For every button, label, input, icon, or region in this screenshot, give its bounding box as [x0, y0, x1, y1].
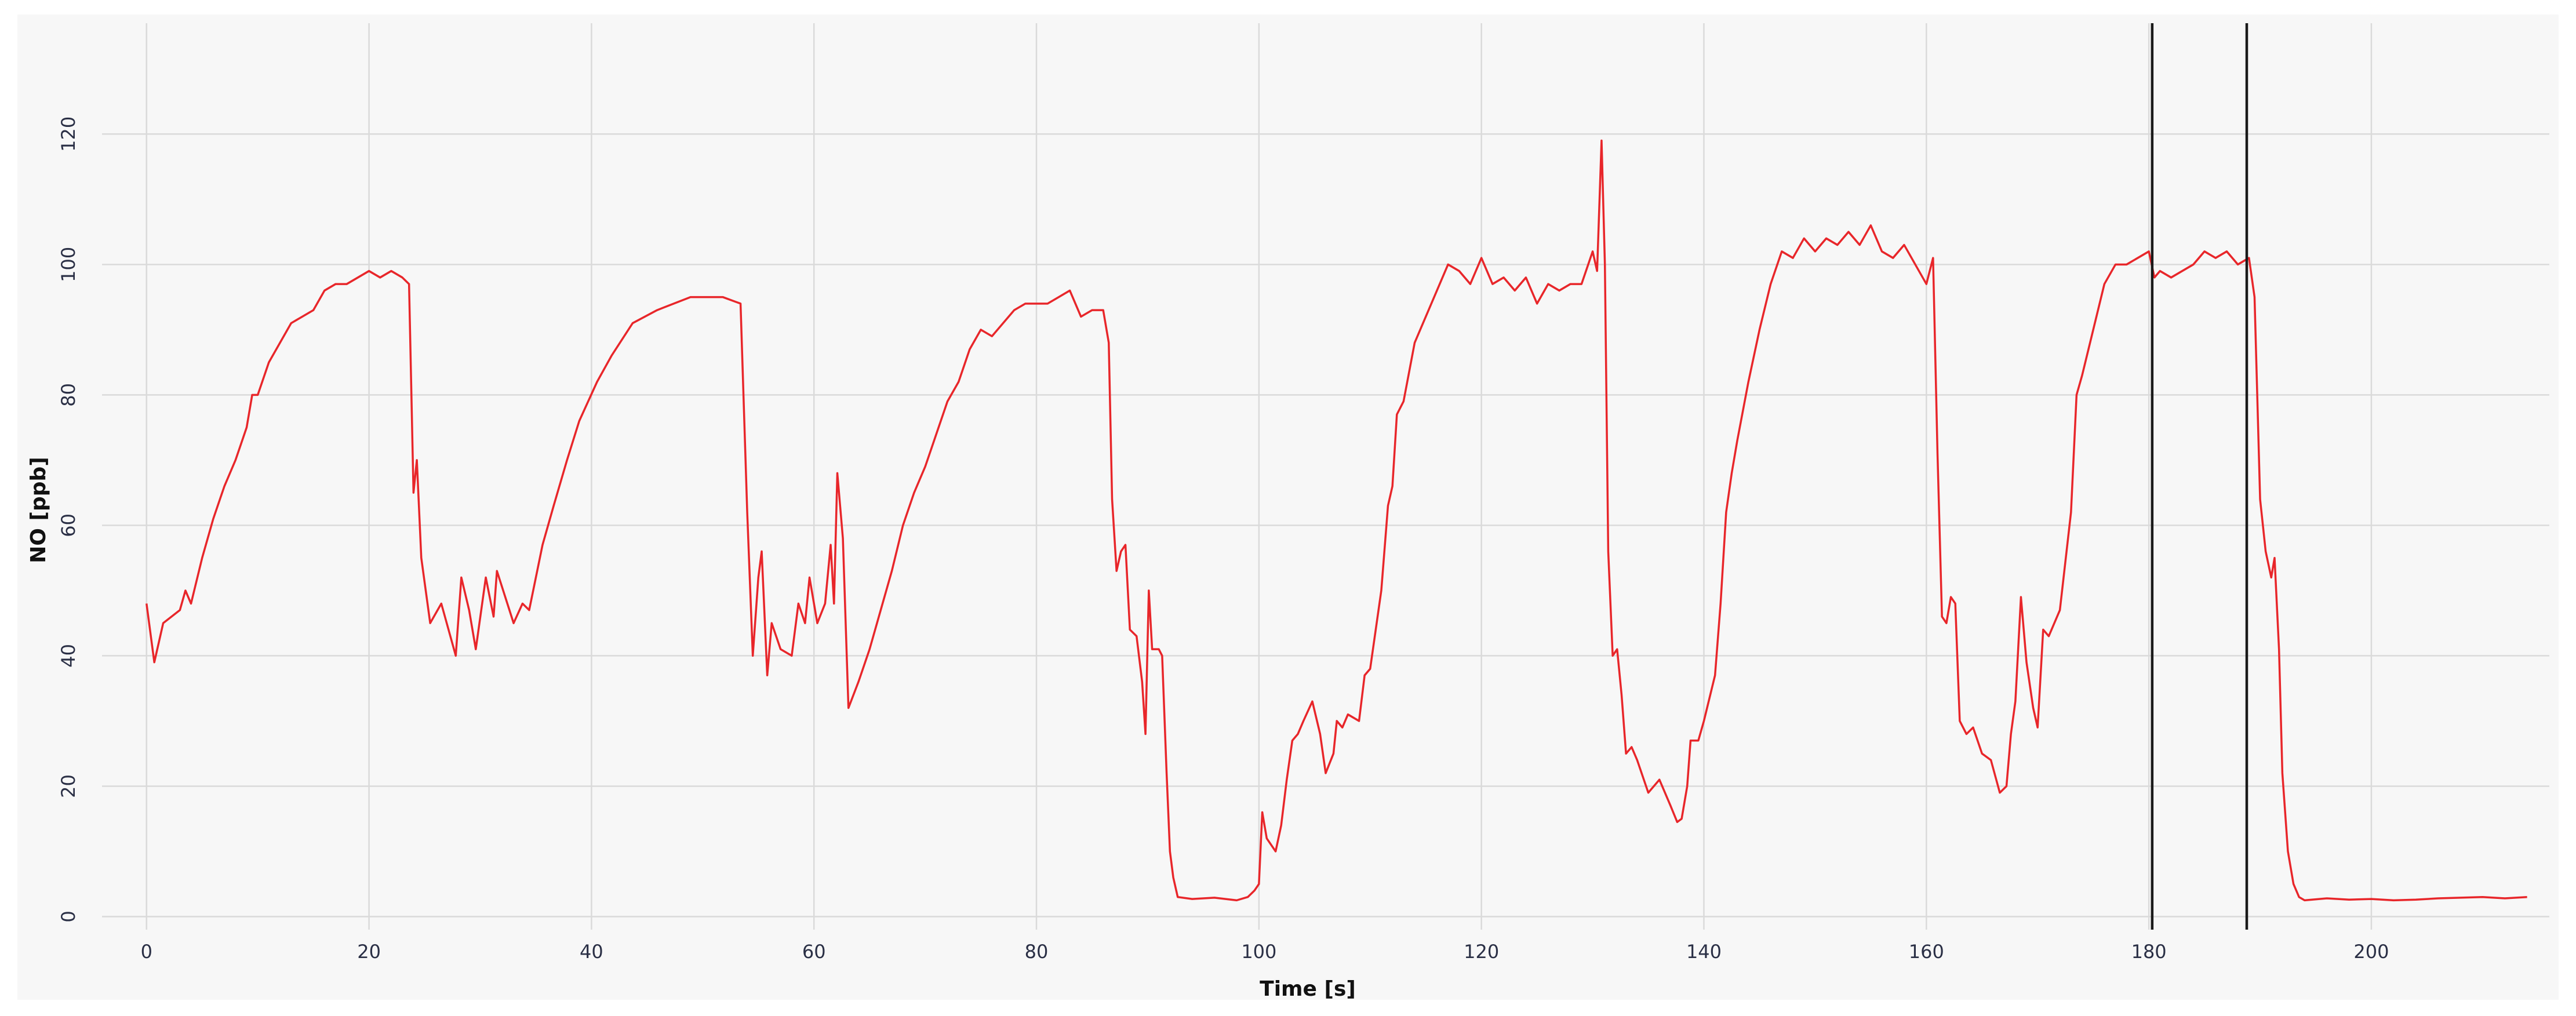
y-tick-label: 20 [57, 774, 79, 798]
y-tick-label: 120 [57, 116, 79, 152]
x-tick-label: 80 [1025, 941, 1049, 963]
x-tick-label: 0 [141, 941, 152, 963]
y-tick-label: 0 [57, 911, 79, 922]
y-tick-label: 100 [57, 247, 79, 282]
x-tick-label: 180 [2131, 941, 2167, 963]
grid [102, 23, 2549, 930]
y-tick-label: 60 [57, 514, 79, 537]
labels: 0 20 40 60 80 100 120 140 160 180 200 0 20 40 60 80 100 1… [57, 116, 2389, 963]
marks [145, 23, 2527, 930]
x-tick-label: 40 [580, 941, 603, 963]
x-tick-label: 60 [802, 941, 826, 963]
y-tick-label: 40 [57, 644, 79, 668]
x-tick-label: 100 [1241, 941, 1276, 963]
y-tick-label: 80 [57, 383, 79, 407]
x-tick-label: 20 [357, 941, 381, 963]
plot-panel [17, 14, 2559, 1000]
x-tick-label: 160 [1909, 941, 1944, 963]
x-axis-title: Time [s] [1260, 977, 1356, 1001]
x-tick-label: 200 [2353, 941, 2389, 963]
y-axis-title: NO [ppb] [27, 457, 50, 563]
data-line [145, 139, 2527, 902]
x-tick-label: 120 [1464, 941, 1499, 963]
x-tick-label: 140 [1686, 941, 1722, 963]
